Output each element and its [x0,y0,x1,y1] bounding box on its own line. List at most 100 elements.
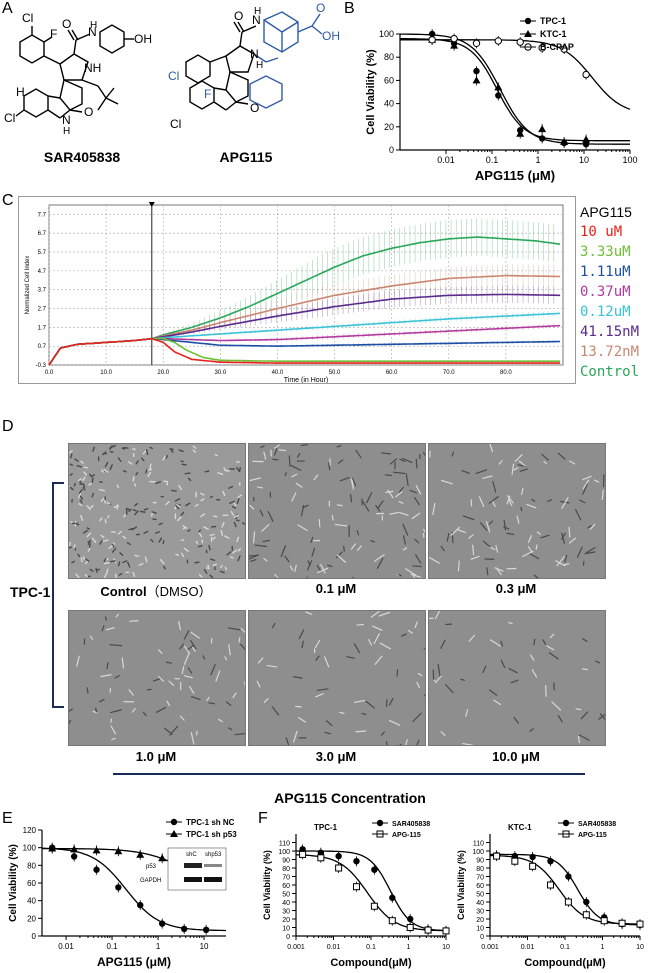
cell-shape [472,544,475,556]
data-point [636,920,644,928]
cell-shape [134,503,139,507]
cell-shape [582,483,588,495]
cell-shape [123,513,126,518]
cell-shape [511,463,515,475]
cell-shape [69,708,73,713]
cell-shape [135,460,139,465]
cell-shape [209,558,216,562]
cell-shape [416,739,420,745]
cell-shape [462,742,474,745]
cell-shape [380,731,385,736]
cell-shape [440,731,446,736]
cell-shape [187,477,192,482]
cell-shape [417,672,423,677]
cell-shape [114,675,120,679]
cell-shape [339,477,350,482]
y-tick-label: 80 [282,866,290,873]
fit-curve-2 [400,39,631,110]
cell-shape [457,560,460,572]
cell-shape [189,686,195,694]
cell-shape [182,525,188,529]
x-tick-label: 0.01 [58,942,74,951]
y-tick-label: 90 [476,858,484,865]
cell-shape [183,653,190,665]
cell-shape [249,504,255,510]
cell-shape [99,517,103,522]
y-tick-label: 20 [282,917,290,924]
cell-shape [112,444,117,448]
cell-shape [374,554,385,562]
cell-shape [209,533,215,537]
cell-shape [200,492,205,496]
fit-curve-0 [400,33,630,145]
cell-shape [236,498,240,504]
cell-shape [180,511,185,517]
data-point [618,919,626,927]
cell-shape [259,509,264,517]
cell-shape [80,557,83,563]
cell-shape [230,510,234,516]
y-axis-label: Cell Viability (%) [262,850,272,920]
data-point [158,854,167,862]
cell-shape [178,484,183,491]
cell-shape [563,563,570,566]
cell-shape [518,460,526,467]
y-tick-label: 70 [476,875,484,882]
cell-shape [142,450,147,455]
apg-atom-o3: O [316,1,325,15]
cell-shape [598,713,605,720]
cell-shape [194,561,200,564]
cell-shape [187,667,193,674]
legend-item: 13.72nM [580,344,640,360]
cell-shape [450,526,461,536]
data-point [472,39,481,47]
data-point [406,924,414,931]
y-tick-label: 60 [476,883,484,890]
cell-shape [183,675,193,679]
apg115-blue-substituents [249,11,323,109]
cell-shape [355,449,362,459]
cell-shape [274,573,279,578]
atom-nh-ring: NH [84,61,101,75]
cell-shape [589,523,596,530]
cell-shape [595,660,601,664]
data-point [564,898,572,906]
cell-shape [380,452,392,455]
caption-0-1: 0.1 μM [315,581,357,596]
data-point [114,847,123,855]
cell-shape [158,537,163,543]
data-point [353,858,360,865]
cell-shape [75,573,80,578]
cell-shape [220,564,223,569]
cell-shape [91,477,94,484]
cell-shape [529,728,534,732]
cell-shape [495,545,499,553]
cell-shape [528,552,540,560]
cell-shape [237,547,241,552]
data-point [560,45,568,53]
cell-shape [132,571,136,578]
cell-shape [288,455,291,467]
cell-shape [109,709,122,714]
cell-shape [399,512,409,516]
cell-shape [482,540,491,548]
y-tick-label: 110 [473,841,484,848]
cell-shape [405,568,417,576]
blot-label-p53: p53 [146,864,157,870]
cell-shape [575,708,582,711]
y-tick-label: 40 [282,900,290,907]
cell-shape [517,464,526,467]
cell-shape [379,642,392,650]
cell-shape [468,634,475,642]
cell-shape [178,620,182,631]
legend-item: 10 uM [580,224,623,240]
y-tick-label: 6.7 [38,231,47,237]
cell-shape [530,654,535,661]
cell-shape [353,643,361,654]
cell-shape [305,611,313,615]
cell-shape [115,613,119,618]
cell-shape [292,676,303,679]
y-tick-label: 2.7 [38,307,47,313]
cell-shape [254,544,267,548]
cell-shape [412,565,422,568]
